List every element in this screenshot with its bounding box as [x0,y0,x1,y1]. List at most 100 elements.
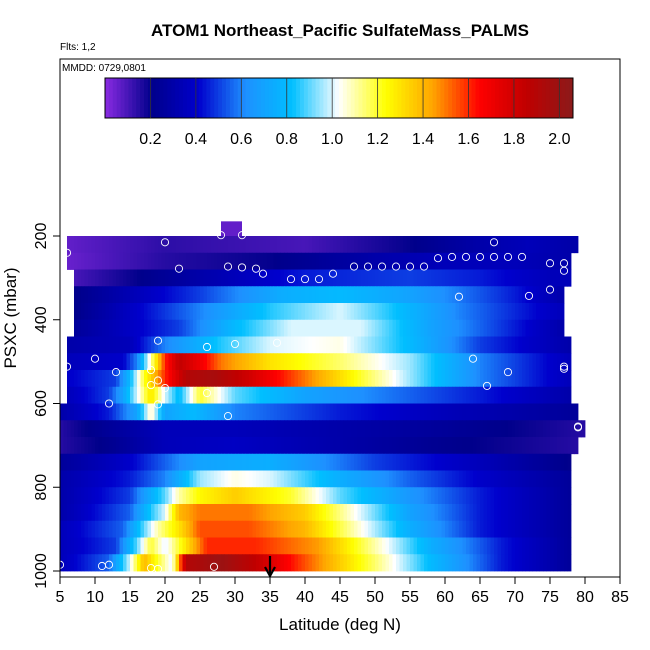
heatmap-cell [74,420,78,438]
heatmap-cell [109,437,113,455]
heatmap-cell [105,336,110,354]
heatmap-cell [494,286,498,304]
colorbar-segment [112,78,118,118]
heatmap-cell [294,236,299,254]
heatmap-cell [560,319,565,337]
x-tick-label: 60 [436,589,454,606]
x-tick-label: 20 [156,589,174,606]
heatmap-cell [546,504,551,522]
heatmap-cell [480,386,484,404]
heatmap-cell [529,470,533,488]
heatmap-cell [546,554,551,572]
heatmap-cell [291,420,295,438]
heatmap-cell [256,252,260,270]
heatmap-cell [238,520,243,538]
heatmap-cell [473,319,477,337]
heatmap-cell [301,269,306,287]
heatmap-cell [445,303,449,321]
heatmap-cell [182,319,187,337]
heatmap-cell [469,403,474,421]
heatmap-cell [441,370,446,388]
heatmap-cell [392,252,397,270]
heatmap-cell [91,303,96,321]
heatmap-cell [375,470,379,488]
heatmap-cell [70,520,75,538]
heatmap-cell [378,504,383,522]
heatmap-cell [396,453,400,471]
heatmap-cell [252,504,257,522]
heatmap-cell [308,286,313,304]
heatmap-cell [539,554,544,572]
heatmap-cell [119,353,124,371]
heatmap-cell [147,252,152,270]
heatmap-cell [315,319,320,337]
heatmap-cell [84,236,89,254]
heatmap-cell [361,269,365,287]
heatmap-cell [340,403,344,421]
heatmap-cell [354,286,358,304]
heatmap-cell [403,437,407,455]
heatmap-cell [553,554,558,572]
heatmap-cell [494,353,498,371]
heatmap-cell [434,319,439,337]
heatmap-cell [406,336,411,354]
heatmap-cell [315,420,320,438]
heatmap-cell [487,520,491,538]
heatmap-cell [343,520,348,538]
heatmap-cell [368,437,372,455]
heatmap-cell [228,319,232,337]
heatmap-cell [77,420,82,438]
heatmap-cell [441,504,446,522]
heatmap-cell [403,269,407,287]
heatmap-cell [494,319,498,337]
heatmap-cell [74,269,78,287]
heatmap-cell [382,403,386,421]
heatmap-cell [385,386,390,404]
heatmap-cell [336,353,341,371]
heatmap-cell [469,437,474,455]
heatmap-cell [294,487,299,505]
heatmap-cell [501,403,505,421]
heatmap-cell [130,303,134,321]
heatmap-cell [221,221,242,236]
heatmap-cell [361,453,365,471]
heatmap-cell [144,504,148,522]
sample-point [62,248,72,257]
heatmap-cell [88,453,92,471]
heatmap-cell [452,437,456,455]
heatmap-cell [406,453,411,471]
heatmap-cell [308,386,313,404]
heatmap-cell [238,353,243,371]
heatmap-cell [354,370,358,388]
heatmap-cell [217,403,222,421]
heatmap-cell [417,403,421,421]
heatmap-cell [221,537,225,555]
heatmap-cell [249,319,253,337]
heatmap-cell [161,520,166,538]
heatmap-cell [172,386,176,404]
heatmap-cell [196,437,201,455]
heatmap-cell [459,286,463,304]
heatmap-cell [60,437,64,455]
heatmap-cell [315,437,320,455]
heatmap-cell [70,386,75,404]
heatmap-cell [336,403,341,421]
heatmap-cell [441,319,446,337]
heatmap-cell [109,236,113,254]
sample-point [62,362,72,371]
heatmap-cell [455,286,460,304]
heatmap-cell [277,353,281,371]
heatmap-cell [441,554,446,572]
heatmap-cell [112,303,117,321]
heatmap-cell [343,336,348,354]
heatmap-cell [151,353,155,371]
heatmap-cell [210,504,215,522]
heatmap-cell [399,236,404,254]
heatmap-cell [165,554,169,572]
heatmap-cell [308,554,313,572]
heatmap-cell [70,554,75,572]
heatmap-cell [406,269,411,287]
heatmap-cell [508,286,512,304]
heatmap-cell [546,470,551,488]
heatmap-cell [424,319,428,337]
